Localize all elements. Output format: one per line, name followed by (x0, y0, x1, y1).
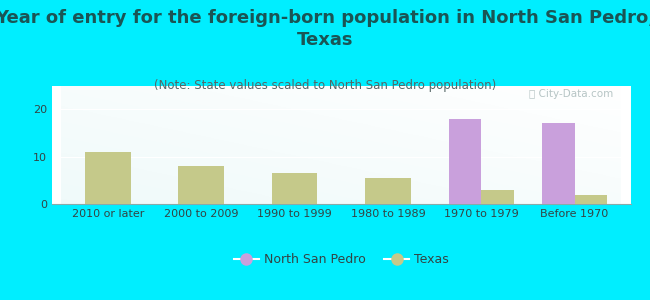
Legend: North San Pedro, Texas: North San Pedro, Texas (229, 248, 454, 271)
Bar (542, 123, 575, 204)
Text: (Note: State values scaled to North San Pedro population): (Note: State values scaled to North San … (154, 80, 496, 92)
Bar (272, 173, 317, 204)
Text: ⓘ City-Data.com: ⓘ City-Data.com (529, 89, 613, 99)
Bar (365, 178, 411, 204)
Bar (179, 166, 224, 204)
Bar (85, 152, 131, 204)
Text: Year of entry for the foreign-born population in North San Pedro,
Texas: Year of entry for the foreign-born popul… (0, 9, 650, 49)
Bar (575, 194, 607, 204)
Bar (481, 190, 514, 204)
Bar (448, 119, 481, 204)
